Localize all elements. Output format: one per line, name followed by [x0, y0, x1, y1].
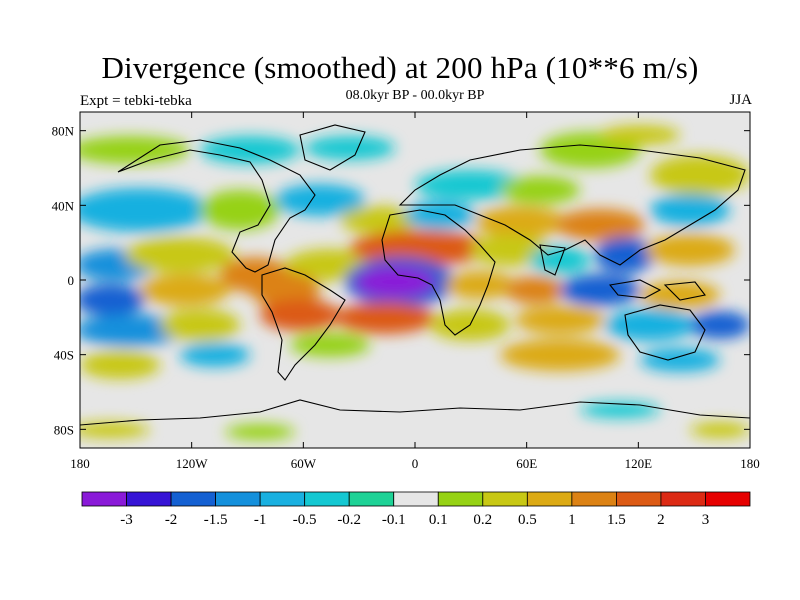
- colorbar-swatch: [705, 491, 751, 507]
- lat-tick-label: 40S: [54, 348, 74, 363]
- colorbar-label: 0.1: [429, 512, 448, 528]
- colorbar-swatch: [437, 491, 484, 507]
- colorbar-swatch: [304, 491, 350, 507]
- lat-tick-label: 0: [68, 273, 75, 288]
- colorbar-label: -0.1: [382, 512, 406, 528]
- colorbar: -3 -2 -1.5 -1 -0.5 -0.2 -0.1 0.1 0.2 0.5 1 1.5 2 3: [81, 491, 751, 528]
- colorbar-label: -3: [120, 512, 133, 528]
- coastlines: [80, 124, 750, 426]
- colorbar-label: -0.2: [337, 512, 361, 528]
- colorbar-label: 1: [568, 512, 576, 528]
- map-subtitle: 08.0kyr BP - 00.0kyr BP: [345, 88, 485, 103]
- season-label: JJA: [729, 92, 752, 108]
- colorbar-swatch: [215, 491, 261, 507]
- longitude-axis: 180 120W 60W 0 60E 120E 180: [70, 112, 760, 471]
- lon-tick-label: 0: [412, 456, 419, 471]
- colorbar-label: 0.5: [518, 512, 537, 528]
- colorbar-label: -1: [254, 512, 267, 528]
- colorbar-label: 1.5: [607, 512, 626, 528]
- lon-tick-label: 60E: [516, 456, 537, 471]
- experiment-label: Expt = tebki-tebka: [80, 93, 192, 109]
- colorbar-swatch: [616, 491, 662, 507]
- colorbar-swatch: [660, 491, 706, 507]
- colorbar-label: 3: [702, 512, 710, 528]
- lon-tick-label: 180: [70, 456, 90, 471]
- lat-tick-label: 80N: [52, 124, 75, 139]
- colorbar-swatch: [170, 491, 216, 507]
- colorbar-label: -0.5: [293, 512, 317, 528]
- latitude-axis: 80N 40N 0 40S 80S: [52, 124, 750, 437]
- lon-tick-label: 120W: [176, 456, 209, 471]
- colorbar-swatch: [571, 491, 617, 507]
- lat-tick-label: 40N: [52, 198, 75, 213]
- lon-tick-label: 180: [740, 456, 760, 471]
- colorbar-swatch: [393, 491, 439, 507]
- colorbar-label: -2: [165, 512, 178, 528]
- map-plot-area[interactable]: [70, 112, 750, 448]
- colorbar-label: 2: [657, 512, 665, 528]
- colorbar-swatch: [259, 491, 306, 507]
- lat-tick-label: 80S: [54, 422, 74, 437]
- colorbar-swatch: [81, 491, 127, 507]
- lon-tick-label: 60W: [291, 456, 317, 471]
- lon-tick-label: 120E: [625, 456, 653, 471]
- colorbar-label: 0.2: [473, 512, 492, 528]
- colorbar-label: -1.5: [204, 512, 228, 528]
- colorbar-swatch: [348, 491, 395, 507]
- colorbar-swatch: [126, 491, 172, 507]
- map-title: Divergence (smoothed) at 200 hPa (10**6 …: [101, 50, 699, 85]
- colorbar-swatch: [526, 491, 573, 507]
- colorbar-swatch: [482, 491, 528, 507]
